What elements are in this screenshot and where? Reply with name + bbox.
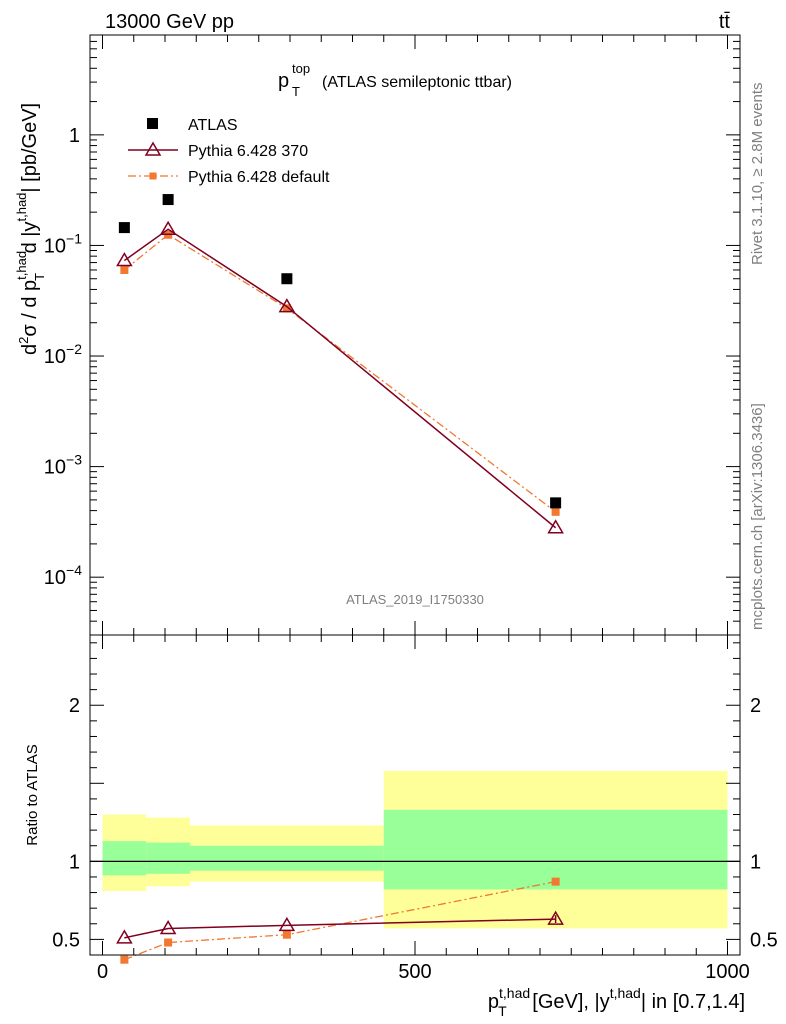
- ratio-ticks: 0.5 0.5 1 1 2 2 0 500 1000: [52, 635, 778, 983]
- ratio-point-pythia370: [547, 910, 564, 925]
- series-line-pythia370: [123, 228, 557, 529]
- uncertainty-band-inner: [383, 809, 728, 890]
- legend-marker-pythia370: [144, 141, 162, 156]
- legend-marker-atlas: [147, 118, 158, 129]
- point-pythia370: [547, 519, 564, 534]
- ratio-point-pythia-default: [551, 877, 560, 886]
- y-tick-label: 10−1: [44, 230, 82, 257]
- point-pythia370: [116, 252, 133, 267]
- y-tick-label: 1: [69, 125, 80, 147]
- title-subscript: T: [292, 84, 300, 99]
- ratio-line-pythia370: [124, 918, 556, 939]
- ratio-line-pythia-default: [124, 880, 556, 961]
- point-pythia370: [159, 220, 177, 236]
- rivet-version-label: Rivet 3.1.10, ≥ 2.8M events: [749, 83, 766, 266]
- point-atlas: [118, 222, 130, 234]
- legend-label-atlas: ATLAS: [188, 117, 238, 134]
- ratio-point-pythia370: [159, 919, 177, 935]
- ratio-panel: 0.5 0.5 1 1 2 2 0 500 1000 Ratio to ATLAS pt,had…: [24, 634, 778, 1019]
- point-pythia-default: [551, 507, 560, 516]
- point-pythia370: [278, 298, 296, 313]
- title-rest: (ATLAS semileptonic ttbar): [322, 74, 512, 91]
- legend-label-pythia-default: Pythia 6.428 default: [188, 169, 330, 186]
- title-superscript: top: [292, 61, 310, 76]
- ratio-y-tick-label-left: 2: [69, 695, 80, 717]
- x-axis-label: pt,had T [GeV], |yt,had| in [0.7,1.4]: [488, 985, 745, 1019]
- uncertainty-band-inner: [102, 841, 147, 876]
- main-y-axis-label: d2σ / d pt,had T d |yt,had| [pb/GeV]: [14, 103, 47, 355]
- ratio-y-tick-label-right: 2: [750, 695, 761, 717]
- ratio-y-tick-label-right: 0.5: [750, 929, 778, 951]
- ratio-y-axis-label: Ratio to ATLAS: [24, 744, 41, 845]
- legend: ATLAS Pythia 6.428 370 Pythia 6.428 defa…: [128, 117, 330, 186]
- point-atlas: [550, 497, 562, 509]
- series-line-pythia-default: [123, 233, 557, 513]
- ratio-y-tick-label-left: 1: [69, 851, 80, 873]
- ratio-point-pythia370: [278, 916, 296, 932]
- analysis-watermark: ATLAS_2019_I1750330: [346, 592, 484, 607]
- legend-marker-pythia-default: [149, 172, 157, 180]
- ratio-point-pythia370: [116, 929, 133, 944]
- ratio-y-tick-label-left: 0.5: [52, 929, 80, 951]
- y-tick-label: 10−2: [44, 341, 82, 368]
- y-tick-label: 10−4: [44, 562, 82, 589]
- x-tick-label: 500: [398, 961, 431, 983]
- ratio-point-pythia-default: [282, 930, 291, 939]
- ratio-point-pythia-default: [164, 938, 173, 947]
- ratio-point-pythia-default: [120, 955, 129, 964]
- main-ticks: 1 10−1 10−2 10−3 10−4: [44, 34, 740, 636]
- legend-label-pythia370: Pythia 6.428 370: [188, 143, 308, 160]
- process-label: tt̄: [719, 11, 731, 33]
- title-main: p: [278, 70, 289, 92]
- point-atlas: [281, 273, 293, 285]
- uncertainty-band-inner: [146, 842, 190, 874]
- point-atlas: [162, 194, 174, 206]
- ratio-y-tick-label-right: 1: [750, 851, 761, 873]
- main-panel: 1 10−1 10−2 10−3 10−4 p top T (ATLAS semilep…: [14, 34, 741, 636]
- main-plot-marks: [116, 194, 564, 534]
- point-pythia-default: [282, 304, 291, 313]
- x-tick-label: 1000: [705, 961, 750, 983]
- ratio-plot-marks: [90, 770, 740, 964]
- uncertainty-band-inner: [190, 845, 384, 871]
- chart-title: p top T (ATLAS semileptonic ttbar): [278, 61, 512, 99]
- energy-label: 13000 GeV pp: [105, 11, 234, 33]
- x-tick-label: 0: [97, 961, 108, 983]
- mcplots-label: mcplots.cern.ch [arXiv:1306.3436]: [749, 403, 766, 630]
- point-pythia-default: [120, 265, 129, 274]
- y-tick-label: 10−3: [44, 452, 82, 479]
